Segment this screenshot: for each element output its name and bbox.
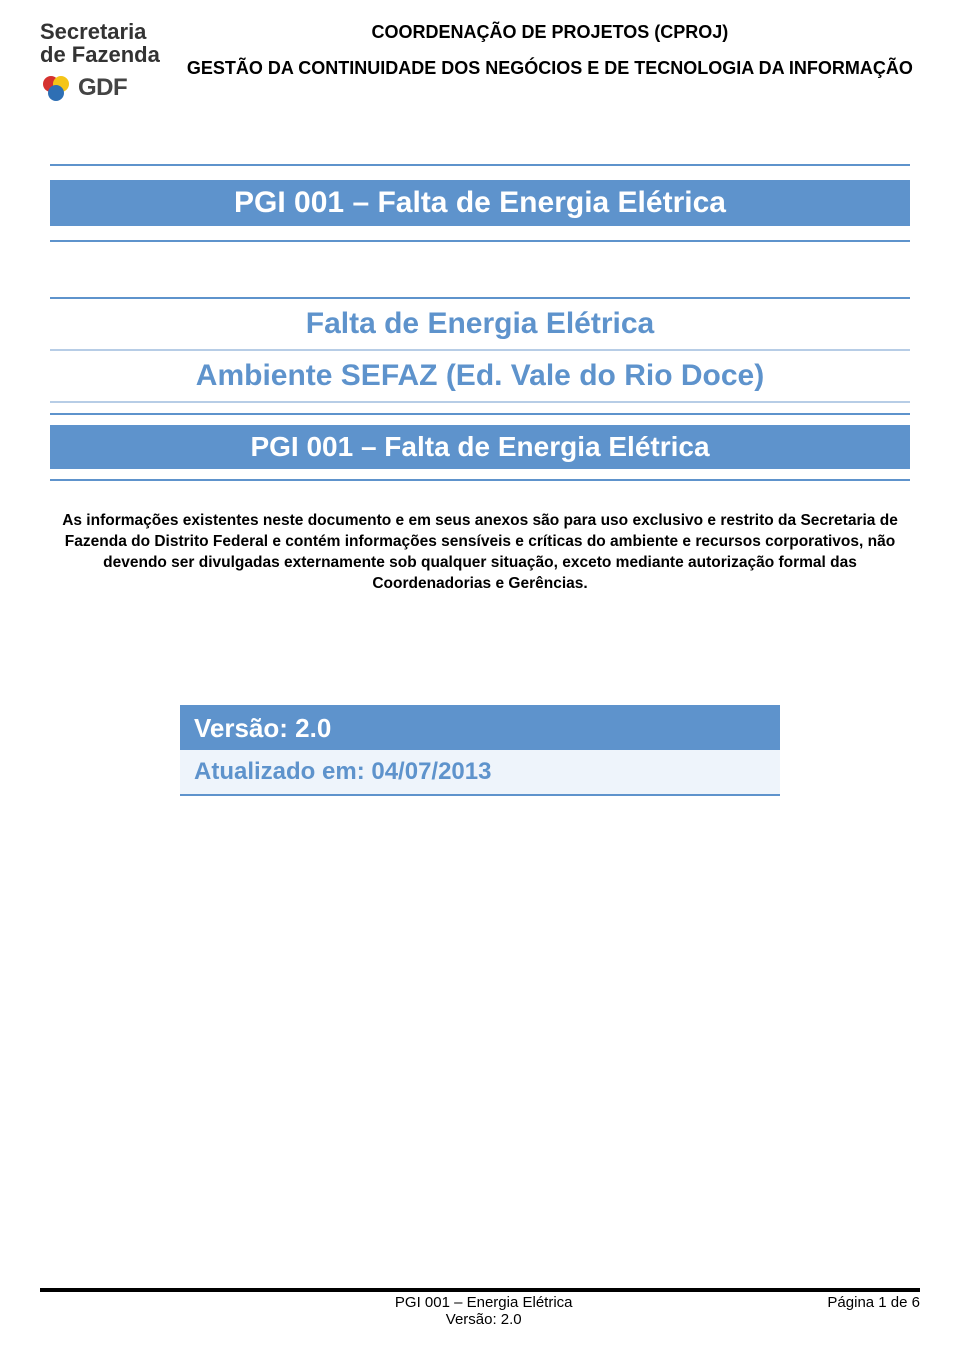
header-line2: GESTÃO DA CONTINUIDADE DOS NEGÓCIOS E DE… xyxy=(180,57,920,80)
title-band-2: PGI 001 – Falta de Energia Elétrica xyxy=(50,413,910,481)
footer-rule xyxy=(40,1288,920,1292)
subtitle-group: Falta de Energia Elétrica Ambiente SEFAZ… xyxy=(50,297,910,403)
version-label: Versão: 2.0 xyxy=(180,705,780,750)
version-block: Versão: 2.0 Atualizado em: 04/07/2013 xyxy=(180,705,780,796)
subtitle-1: Falta de Energia Elétrica xyxy=(50,297,910,351)
footer-center: PGI 001 – Energia Elétrica Versão: 2.0 xyxy=(160,1294,807,1328)
gdf-icon xyxy=(40,72,72,104)
page-footer: PGI 001 – Energia Elétrica Versão: 2.0 P… xyxy=(40,1288,920,1328)
title-text-2: PGI 001 – Falta de Energia Elétrica xyxy=(50,425,910,469)
footer-doc: PGI 001 – Energia Elétrica xyxy=(160,1294,807,1311)
footer-page: Página 1 de 6 xyxy=(807,1294,920,1311)
footer-version: Versão: 2.0 xyxy=(160,1311,807,1328)
title-text-1: PGI 001 – Falta de Energia Elétrica xyxy=(50,180,910,226)
header-line1: COORDENAÇÃO DE PROJETOS (CPROJ) xyxy=(180,22,920,43)
title-band-1: PGI 001 – Falta de Energia Elétrica xyxy=(50,164,910,242)
disclaimer-text: As informações existentes neste document… xyxy=(50,511,910,595)
logo-secretaria-fazenda: Secretaria de Fazenda xyxy=(40,20,160,66)
header-titles: COORDENAÇÃO DE PROJETOS (CPROJ) GESTÃO D… xyxy=(180,20,920,80)
page-header: Secretaria de Fazenda GDF COORDENAÇÃO DE… xyxy=(40,20,920,104)
logo-gdf: GDF xyxy=(40,72,127,104)
subtitle-2: Ambiente SEFAZ (Ed. Vale do Rio Doce) xyxy=(50,351,910,403)
gdf-text: GDF xyxy=(78,74,127,102)
logo-line2: de Fazenda xyxy=(40,43,160,66)
logo-block: Secretaria de Fazenda GDF xyxy=(40,20,160,104)
logo-line1: Secretaria xyxy=(40,20,160,43)
version-updated: Atualizado em: 04/07/2013 xyxy=(180,750,780,796)
